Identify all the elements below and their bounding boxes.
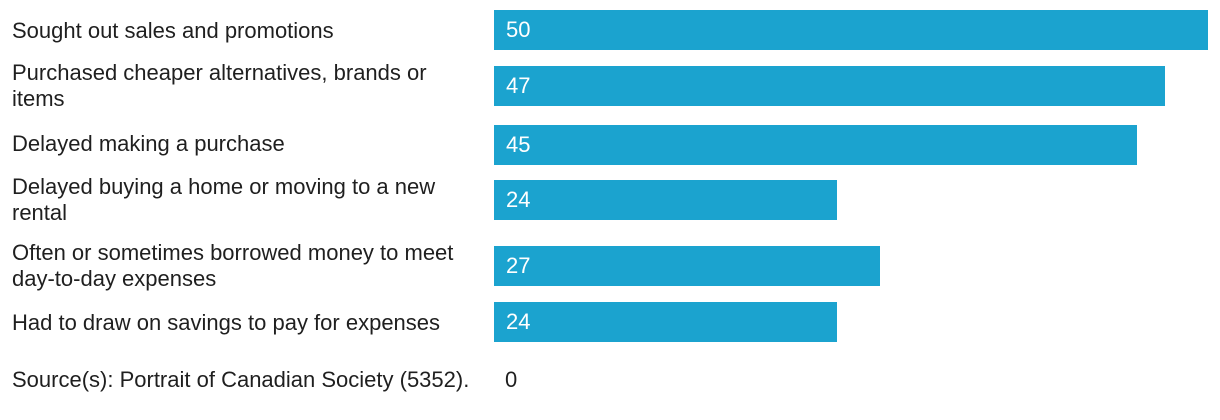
data-label: 24 (506, 309, 531, 334)
bar: 50 (494, 10, 1208, 50)
bar-row: Had to draw on savings to pay for expens… (0, 300, 1220, 346)
bar-row: Purchased cheaper alternatives, brands o… (0, 60, 1220, 111)
category-label: Often or sometimes borrowed money to mee… (12, 240, 454, 291)
bar-row: Often or sometimes borrowed money to mee… (0, 240, 1220, 291)
source-note: Source(s): Portrait of Canadian Society … (12, 367, 470, 392)
bar-row: Delayed buying a home or moving to a new… (0, 174, 1220, 225)
bar-row: Sought out sales and promotions 50 (0, 8, 1220, 54)
data-label: 24 (506, 187, 531, 212)
category-label: Delayed buying a home or moving to a new… (12, 174, 436, 225)
data-label: 27 (506, 253, 531, 278)
bar-row: Delayed making a purchase 45 (0, 121, 1220, 167)
data-label: 45 (506, 132, 531, 157)
category-label: Had to draw on savings to pay for expens… (12, 310, 441, 335)
bar: 45 (494, 125, 1137, 165)
category-label: Purchased cheaper alternatives, brands o… (12, 60, 427, 111)
data-label: 47 (506, 73, 531, 98)
data-label: 50 (506, 17, 531, 42)
source-row: Source(s): Portrait of Canadian Society … (0, 352, 1220, 408)
footer-value: 0 (505, 367, 518, 392)
bar: 24 (494, 180, 837, 220)
category-label: Delayed making a purchase (12, 131, 285, 156)
category-label: Sought out sales and promotions (12, 18, 334, 43)
bar: 47 (494, 66, 1166, 106)
bar: 24 (494, 302, 837, 342)
bar: 27 (494, 246, 880, 286)
